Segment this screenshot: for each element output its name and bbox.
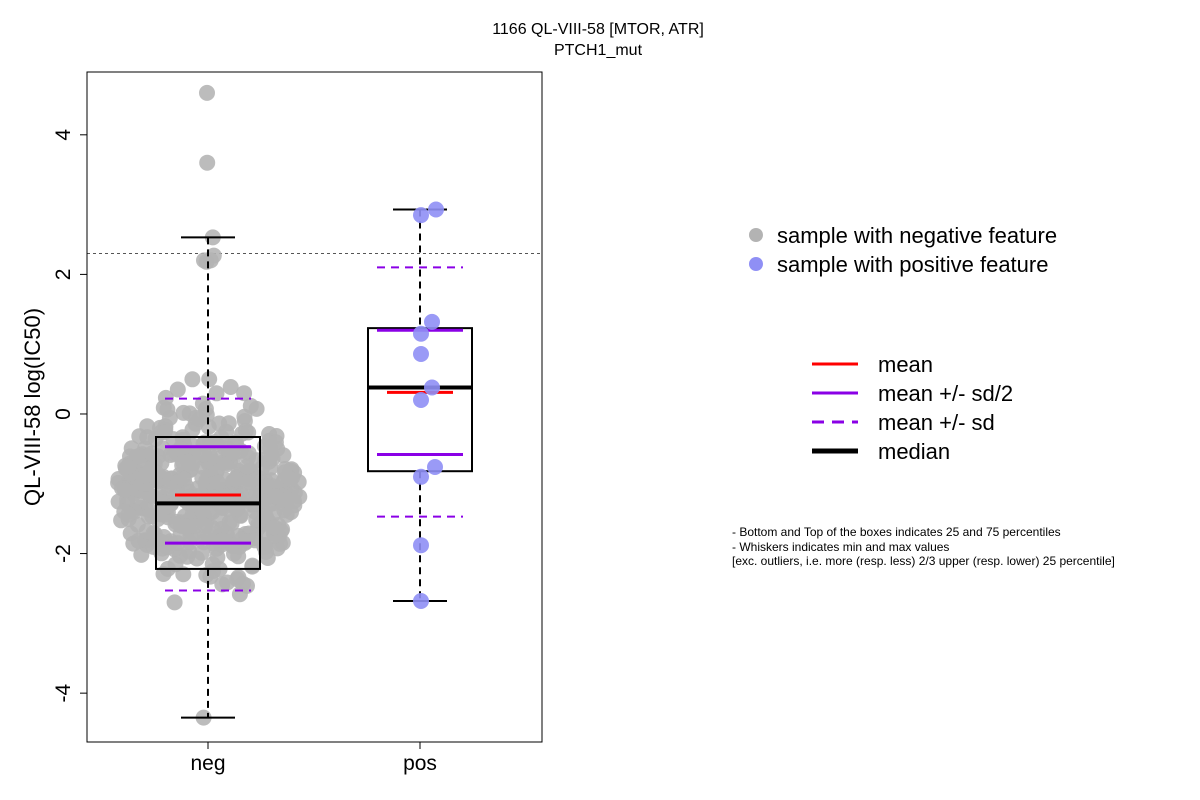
neg-data-point — [259, 550, 276, 566]
neg-data-point — [184, 371, 201, 388]
neg-points-layer — [110, 84, 308, 726]
neg-data-point — [239, 458, 256, 475]
neg-data-point — [253, 460, 270, 477]
neg-data-point — [283, 504, 299, 521]
pos-data-point — [413, 537, 429, 554]
chart-subtitle: PTCH1_mut — [554, 42, 643, 59]
x-axis: neg pos — [190, 741, 437, 775]
neg-data-point — [198, 253, 215, 270]
legend-neg-label: sample with negative feature — [777, 223, 1057, 248]
neg-data-point — [179, 453, 196, 470]
neg-data-point — [267, 488, 284, 505]
y-tick-label: 4 — [52, 129, 75, 141]
neg-data-point — [257, 508, 274, 525]
neg-data-point — [166, 594, 183, 611]
neg-data-point — [176, 471, 192, 488]
pos-data-point — [427, 459, 443, 475]
legend-neg-marker — [749, 228, 763, 242]
neg-data-point — [209, 474, 226, 491]
neg-data-point — [214, 532, 231, 549]
neg-data-point — [218, 456, 234, 473]
pos-data-point — [424, 379, 440, 396]
neg-data-point — [199, 84, 215, 101]
neg-data-point — [200, 418, 217, 435]
pos-data-point — [428, 201, 444, 218]
neg-data-point — [179, 548, 196, 565]
neg-data-point — [244, 557, 261, 574]
neg-data-point — [150, 448, 167, 465]
neg-data-point — [219, 574, 236, 591]
x-tick-label: neg — [190, 752, 225, 775]
pos-points-layer — [413, 201, 444, 609]
neg-data-point — [138, 523, 155, 540]
neg-data-point — [167, 516, 184, 533]
neg-data-point — [120, 458, 137, 475]
neg-data-point — [188, 409, 205, 426]
neg-data-point — [169, 381, 186, 398]
neg-data-point — [153, 545, 170, 562]
pos-data-point — [424, 313, 440, 330]
y-tick-label: 0 — [52, 408, 75, 420]
legend-pos-marker — [749, 257, 763, 271]
chart-title: 1166 QL-VIII-58 [MTOR, ATR] — [492, 21, 704, 38]
pos-data-point — [413, 468, 429, 485]
note-line-2: - Whiskers indicates min and max values — [732, 540, 949, 554]
y-axis-label: QL-VIII-58 log(IC50) — [20, 308, 45, 506]
neg-data-point — [238, 533, 255, 550]
chart-notes: - Bottom and Top of the boxes indicates … — [732, 525, 1115, 568]
y-axis: -4 -2 0 2 4 — [52, 129, 88, 702]
pos-data-point — [413, 325, 429, 342]
legend-lines: mean mean +/- sd/2 mean +/- sd median — [812, 352, 1013, 464]
pos-data-point — [413, 207, 429, 224]
neg-data-point — [276, 464, 293, 481]
neg-data-point — [240, 474, 257, 491]
neg-data-point — [131, 428, 148, 445]
neg-data-point — [240, 488, 257, 505]
y-tick-label: -4 — [52, 683, 75, 702]
legend-mean-label: mean — [878, 352, 933, 377]
neg-data-point — [236, 385, 253, 402]
legend-pos-label: sample with positive feature — [777, 252, 1048, 277]
legend-halfsd-label: mean +/- sd/2 — [878, 381, 1013, 406]
neg-data-point — [201, 371, 218, 388]
note-line-3: [exc. outliers, i.e. more (resp. less) 2… — [732, 554, 1115, 568]
x-tick-label: pos — [403, 752, 437, 775]
pos-data-point — [413, 593, 429, 609]
neg-data-point — [199, 154, 216, 171]
y-tick-label: 2 — [52, 269, 75, 281]
y-tick-label: -2 — [52, 544, 75, 563]
note-line-1: - Bottom and Top of the boxes indicates … — [732, 525, 1061, 539]
neg-data-point — [186, 518, 203, 534]
neg-data-point — [140, 508, 157, 525]
neg-data-point — [116, 482, 133, 498]
neg-data-point — [195, 436, 212, 453]
neg-data-point — [266, 519, 282, 536]
neg-data-point — [236, 408, 253, 425]
neg-data-point — [222, 379, 239, 395]
legend-sd-label: mean +/- sd — [878, 410, 995, 435]
neg-data-point — [181, 488, 198, 505]
pos-data-point — [413, 392, 429, 408]
plot-frame — [86, 71, 543, 743]
neg-data-point — [227, 471, 244, 488]
neg-data-point — [197, 517, 214, 534]
neg-data-point — [230, 548, 247, 565]
neg-data-point — [120, 506, 137, 523]
legend-points: sample with negative feature sample with… — [749, 223, 1057, 277]
neg-data-point — [159, 401, 176, 418]
neg-data-point — [175, 566, 192, 583]
pos-data-point — [413, 346, 429, 362]
legend-median-label: median — [878, 439, 950, 464]
neg-data-point — [208, 385, 225, 402]
